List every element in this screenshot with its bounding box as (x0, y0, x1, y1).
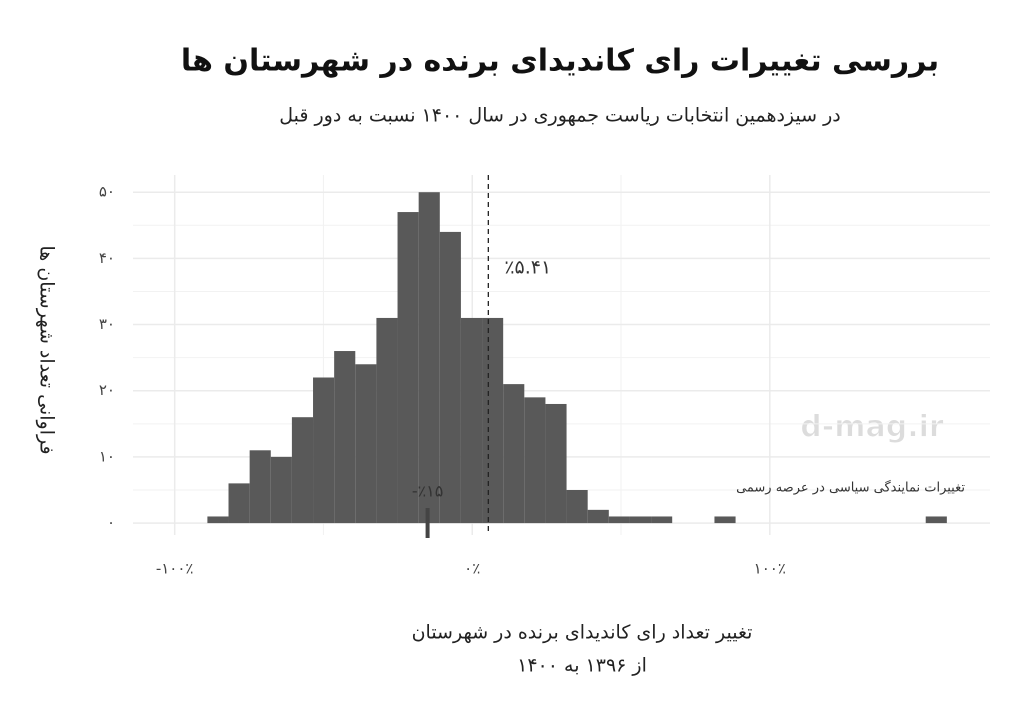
y-tick-label: ۱۰ (99, 447, 115, 465)
bar (482, 317, 504, 524)
y-tick-label: ۴۰ (99, 249, 115, 267)
marker (425, 508, 430, 538)
bar (228, 483, 250, 524)
bar (397, 212, 419, 524)
bar (418, 192, 440, 524)
watermark: d-mag.ir (800, 410, 944, 445)
bar (270, 456, 292, 524)
bar (629, 516, 652, 524)
annotation: تغییرات نمایندگی سیاسی در عرصه رسمی (736, 480, 965, 496)
bar (291, 417, 314, 524)
bar (545, 403, 567, 524)
bar (460, 317, 483, 524)
bar (334, 351, 356, 524)
y-axis-label: فراوانی تعداد شهرستان ها (36, 245, 58, 454)
chart-subtitle: در سیزدهمین انتخابات ریاست جمهوری در سال… (279, 105, 840, 127)
marker-label: -٪۱۵ (412, 482, 444, 501)
x-axis-label: تغییر تعداد رای کاندیدای برنده در شهرستا… (412, 622, 753, 644)
y-tick-label: ۳۰ (99, 315, 115, 333)
bar (376, 317, 398, 524)
bar (651, 516, 673, 524)
bar (355, 364, 377, 524)
y-tick-label: ۵۰ (99, 183, 115, 201)
y-tick-label: ۲۰ (99, 381, 115, 399)
bar (566, 490, 588, 524)
bar (439, 231, 461, 524)
bar (313, 377, 335, 524)
bar (587, 509, 609, 524)
bar (925, 516, 947, 524)
bar (249, 450, 271, 524)
bar (524, 397, 546, 524)
bar (207, 516, 229, 524)
bar (714, 516, 736, 524)
chart-title: بررسی تغییرات رای کاندیدای برنده در شهرس… (181, 44, 939, 79)
y-tick-label: ۰ (107, 514, 115, 532)
mean-label: ٪۵.۴۱ (504, 257, 551, 279)
x-axis-label: از ۱۳۹۶ به ۱۴۰۰ (517, 655, 647, 677)
x-tick-label: ۱۰۰٪ (754, 560, 786, 578)
bar (503, 384, 525, 524)
x-tick-label: ۰٪ (464, 560, 480, 578)
x-tick-label: -۱۰۰٪ (156, 560, 194, 578)
bar (608, 516, 630, 524)
